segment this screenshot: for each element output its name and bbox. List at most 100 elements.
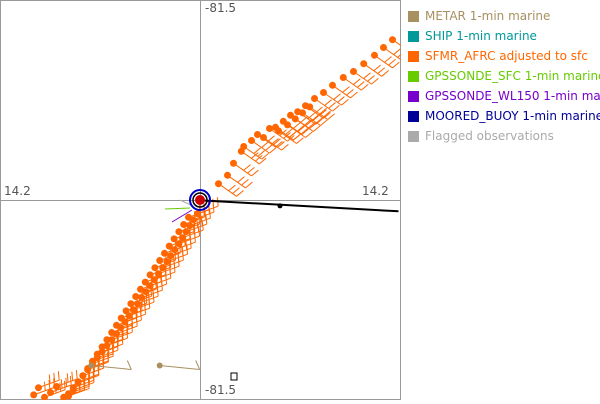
- wind-barb-feather: [148, 299, 151, 309]
- wind-barb-feather: [320, 119, 328, 126]
- data-point: [320, 89, 327, 96]
- wind-barb-feather: [296, 137, 304, 144]
- wind-barb-feather: [75, 369, 78, 380]
- wind-barb-feather: [209, 209, 211, 219]
- wind-barb-feather: [261, 152, 269, 160]
- data-point: [138, 294, 146, 302]
- data-point: [53, 383, 60, 390]
- wind-barb-feather: [63, 380, 66, 390]
- legend-item: GPSSONDE_SFC 1-min marine: [408, 66, 600, 86]
- wind-barb-feather: [305, 131, 313, 138]
- bottom-axis-label: -81.5: [205, 383, 237, 397]
- wind-barb-staff: [309, 106, 329, 120]
- wind-barb-staff: [182, 229, 204, 239]
- wind-barb-feather: [297, 125, 305, 133]
- wind-barb-feather: [126, 360, 132, 370]
- legend-swatch: [408, 30, 419, 42]
- wind-barb-feather: [165, 275, 168, 285]
- legend-label: GPSSONDE_SFC 1-min marine: [425, 69, 600, 83]
- wind-barb-feather: [169, 258, 172, 268]
- data-point: [146, 282, 154, 290]
- data-point: [186, 222, 194, 230]
- wind-barb-feather: [342, 86, 350, 93]
- legend-label: MOORED_BUOY 1-min marine: [425, 109, 600, 123]
- wind-barb-staff: [353, 71, 372, 85]
- wind-barb-feather: [232, 187, 240, 194]
- data-point: [287, 111, 294, 119]
- legend-item: GPSSONDE_WL150 1-min marine: [408, 86, 600, 106]
- data-point: [240, 143, 248, 150]
- data-point: [167, 252, 174, 260]
- tracks-group: [203, 199, 399, 213]
- wind-barb-feather: [251, 152, 259, 159]
- wind-barb-staff: [343, 77, 362, 91]
- wind-barb-feather: [92, 368, 95, 378]
- wind-barb-feather: [204, 210, 207, 220]
- wind-barb-feather: [152, 293, 155, 303]
- wind-barb-staff: [263, 137, 282, 151]
- wind-barb-feather: [255, 154, 263, 162]
- wind-barb-staff: [287, 124, 306, 138]
- wind-barb-feather: [43, 381, 46, 391]
- data-point: [389, 36, 396, 44]
- wind-barb-feather: [169, 269, 172, 279]
- wind-barb-feather: [247, 166, 255, 174]
- wind-barb-staff: [241, 150, 260, 165]
- wind-barb-feather: [297, 124, 305, 132]
- wind-barb-feather: [53, 372, 56, 382]
- wind-barb-feather: [367, 75, 375, 82]
- wind-barb-staff: [251, 140, 270, 154]
- wind-barb-feather: [269, 146, 277, 154]
- data-point: [142, 288, 150, 296]
- data-point: [156, 362, 163, 369]
- wind-barb-staff: [243, 146, 263, 160]
- wind-barb-feather: [65, 377, 68, 387]
- data-point: [163, 258, 171, 266]
- data-point: [194, 210, 201, 218]
- legend-item: SHIP 1-min marine: [408, 26, 600, 46]
- data-point: [182, 228, 190, 236]
- wind-barb-feather: [357, 81, 365, 88]
- data-point: [137, 285, 144, 293]
- wind-barb-feather: [293, 122, 301, 129]
- wind-barb-feather: [83, 381, 86, 391]
- wind-barb-feather: [323, 110, 331, 118]
- data-point: [30, 391, 38, 399]
- data-point: [132, 293, 140, 300]
- wind-barb-feather: [111, 344, 114, 354]
- data-point: [284, 121, 291, 129]
- legend-swatch: [408, 90, 419, 102]
- legend-swatch: [408, 70, 419, 82]
- wind-barb-staff: [141, 289, 163, 299]
- wind-barb-feather: [201, 221, 204, 231]
- wind-barb-feather: [107, 351, 109, 362]
- wind-barb-feather: [71, 371, 74, 381]
- data-point: [47, 389, 54, 396]
- wind-barb-staff: [120, 319, 142, 329]
- legend-item: METAR 1-min marine: [408, 6, 600, 26]
- wind-barb-feather: [281, 143, 289, 151]
- wind-barb-feather: [135, 317, 138, 327]
- wind-barb-staff: [233, 162, 252, 177]
- wind-barb-feather: [388, 58, 396, 66]
- legend-label: Flagged observations: [425, 129, 554, 143]
- wind-barb-staff: [363, 63, 383, 77]
- wind-barb-feather: [261, 141, 269, 148]
- flight-track-line: [203, 199, 399, 213]
- data-point: [275, 127, 282, 135]
- wind-barb-feather: [300, 127, 309, 135]
- wind-barb-feather: [189, 239, 192, 249]
- wind-barb-feather: [59, 382, 62, 392]
- legend-swatch: [408, 130, 419, 142]
- center-ring-inner: [192, 192, 208, 208]
- wind-barb-feather: [257, 150, 265, 157]
- wind-barb-feather: [161, 281, 163, 291]
- wind-barb-feather: [145, 294, 148, 304]
- wind-barb-feather: [236, 190, 244, 197]
- wind-barb-staff: [33, 386, 55, 396]
- wind-barb-feather: [193, 222, 196, 232]
- wind-barb-feather: [305, 119, 313, 127]
- wind-barb-feather: [328, 102, 336, 109]
- wind-barb-staff: [44, 389, 66, 398]
- data-point: [215, 180, 222, 188]
